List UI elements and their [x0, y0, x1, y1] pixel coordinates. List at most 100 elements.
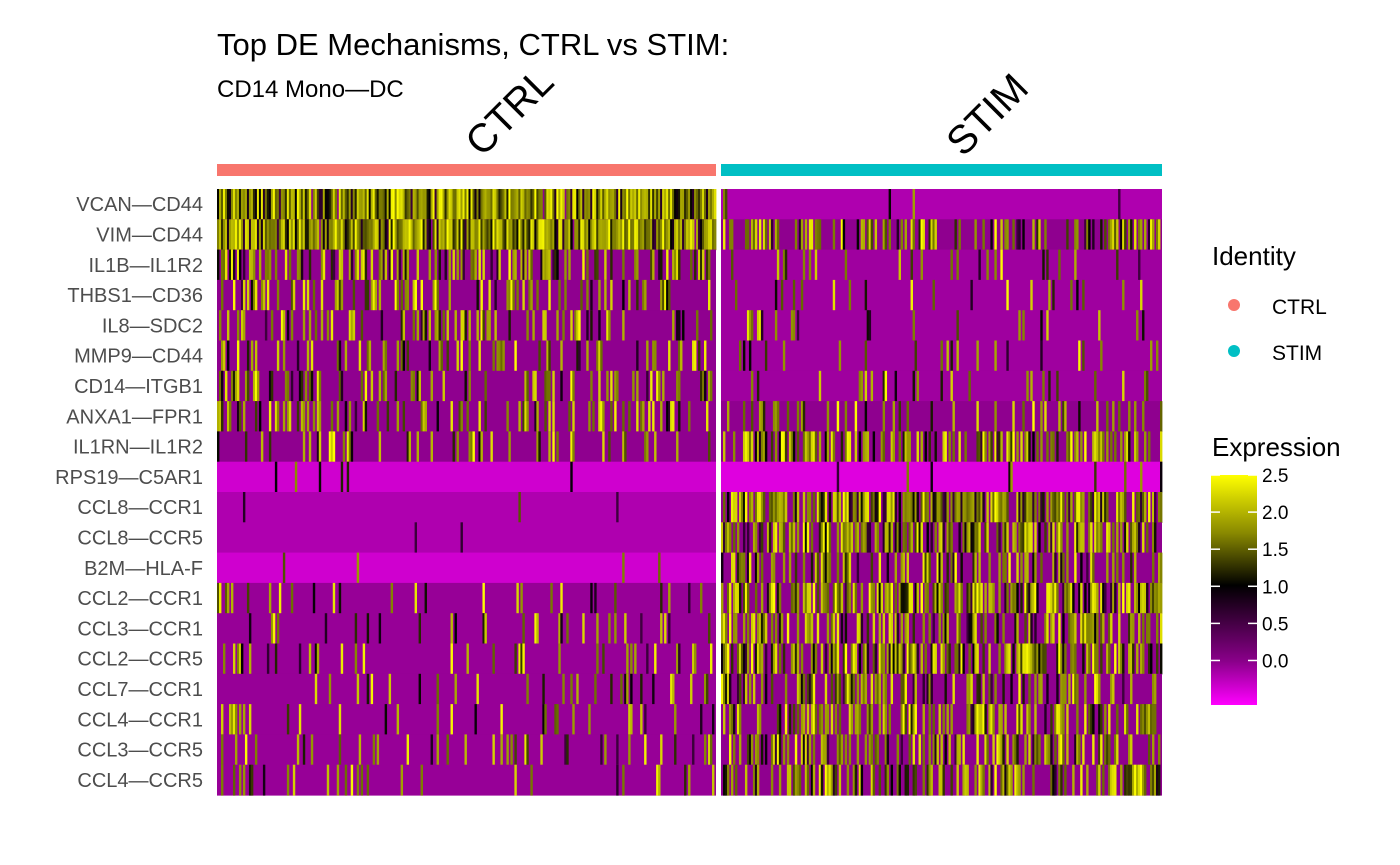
- heatmap-cell: [996, 492, 999, 523]
- heatmap-cell: [974, 492, 977, 523]
- heatmap-cell: [690, 249, 693, 281]
- heatmap-cell: [624, 613, 627, 645]
- heatmap-cell: [220, 189, 224, 220]
- heatmap-cell: [1022, 673, 1025, 705]
- heatmap-cell: [512, 249, 515, 281]
- heatmap-cell: [840, 734, 844, 766]
- heatmap-cell: [232, 249, 236, 281]
- heatmap-cell: [1040, 673, 1043, 705]
- heatmap-cell: [1088, 704, 1091, 735]
- heatmap-cell: [260, 219, 264, 251]
- heatmap-cell: [723, 613, 726, 645]
- row-label: CCL8—CCR1: [77, 497, 203, 519]
- heatmap-cell: [217, 582, 220, 614]
- heatmap-cell: [710, 219, 713, 251]
- heatmap-cell: [1152, 764, 1155, 796]
- heatmap-cell: [428, 340, 431, 372]
- heatmap-cell: [836, 461, 840, 493]
- heatmap-cell: [962, 643, 965, 675]
- heatmap-cell: [434, 219, 437, 251]
- heatmap-cell: [292, 189, 296, 220]
- heatmap-cell: [1140, 492, 1143, 523]
- heatmap-cell: [974, 613, 977, 645]
- heatmap-cell: [1034, 734, 1037, 766]
- heatmap-cell: [848, 522, 852, 554]
- heatmap-cell: [884, 704, 888, 735]
- heatmap-cell: [670, 673, 673, 705]
- heatmap-cell: [466, 643, 469, 675]
- heatmap-cell: [402, 249, 406, 281]
- heatmap-cell: [756, 310, 760, 342]
- heatmap-cell: [1092, 704, 1095, 735]
- heatmap-cell: [874, 492, 878, 523]
- heatmap-cell: [484, 613, 487, 645]
- heatmap-cell: [966, 673, 969, 705]
- heatmap-cell: [354, 401, 358, 432]
- heatmap-cell: [760, 613, 764, 645]
- heatmap-cell: [974, 764, 977, 796]
- heatmap-cell: [608, 310, 611, 342]
- heatmap-cell: [400, 189, 404, 220]
- heatmap-cell: [634, 189, 637, 220]
- heatmap-cell: [710, 734, 713, 766]
- heatmap-cell: [610, 673, 613, 705]
- heatmap-cell: [610, 219, 613, 251]
- heatmap-cell: [1046, 673, 1049, 705]
- heatmap-cell: [1060, 522, 1063, 554]
- heatmap-cell: [980, 582, 983, 614]
- heatmap-cell: [298, 704, 302, 735]
- heatmap-cell: [958, 431, 961, 463]
- heatmap-cell: [1100, 582, 1103, 614]
- heatmap-cell: [304, 189, 308, 220]
- heatmap-cell: [870, 552, 874, 584]
- heatmap-cell: [1122, 552, 1125, 584]
- heatmap-cell: [902, 582, 905, 614]
- heatmap-cell: [640, 704, 643, 735]
- heatmap-cell: [264, 249, 268, 281]
- heatmap-cell: [552, 401, 555, 432]
- heatmap-cell: [736, 643, 740, 675]
- heatmap-cell: [1148, 643, 1151, 675]
- heatmap-cell: [794, 492, 798, 523]
- heatmap-cell: [1152, 582, 1155, 614]
- heatmap-cell: [796, 310, 800, 342]
- heatmap-cell: [912, 704, 915, 735]
- heatmap-cell: [494, 310, 497, 342]
- heatmap-cell: [662, 279, 665, 311]
- heatmap-cell: [424, 401, 427, 432]
- heatmap-cell: [898, 401, 901, 432]
- heatmap-cell: [1104, 704, 1107, 735]
- heatmap-cell: [1038, 673, 1041, 705]
- heatmap-cell: [630, 704, 633, 735]
- heatmap-cell: [350, 764, 354, 796]
- heatmap-cell: [416, 189, 419, 220]
- heatmap-cell: [1148, 219, 1151, 251]
- heatmap-cell: [608, 189, 611, 220]
- heatmap-cell: [1016, 552, 1019, 584]
- heatmap-cell: [436, 310, 439, 342]
- heatmap-cell: [446, 310, 449, 342]
- heatmap-cell: [866, 492, 870, 523]
- heatmap-cell: [1100, 431, 1103, 463]
- heatmap-cell: [438, 219, 441, 251]
- heatmap-cell: [982, 764, 985, 796]
- heatmap-cell: [342, 431, 346, 463]
- heatmap-cell: [762, 431, 766, 463]
- heatmap-cell: [534, 613, 537, 645]
- heatmap-cell: [370, 370, 374, 402]
- heatmap-cell: [806, 492, 810, 523]
- heatmap-row-bg: [217, 461, 716, 493]
- heatmap-cell: [906, 552, 909, 584]
- heatmap-cell: [844, 492, 848, 523]
- heatmap-cell: [558, 643, 561, 675]
- heatmap-cell: [708, 219, 711, 251]
- heatmap-cell: [382, 189, 386, 220]
- heatmap-cell: [864, 673, 868, 705]
- heatmap-cell: [822, 492, 826, 523]
- heatmap-cell: [1056, 522, 1059, 554]
- heatmap-cell: [566, 734, 569, 766]
- heatmap-cell: [548, 431, 551, 463]
- heatmap-cell: [612, 219, 615, 251]
- heatmap-cell: [652, 189, 655, 220]
- heatmap-cell: [658, 552, 661, 584]
